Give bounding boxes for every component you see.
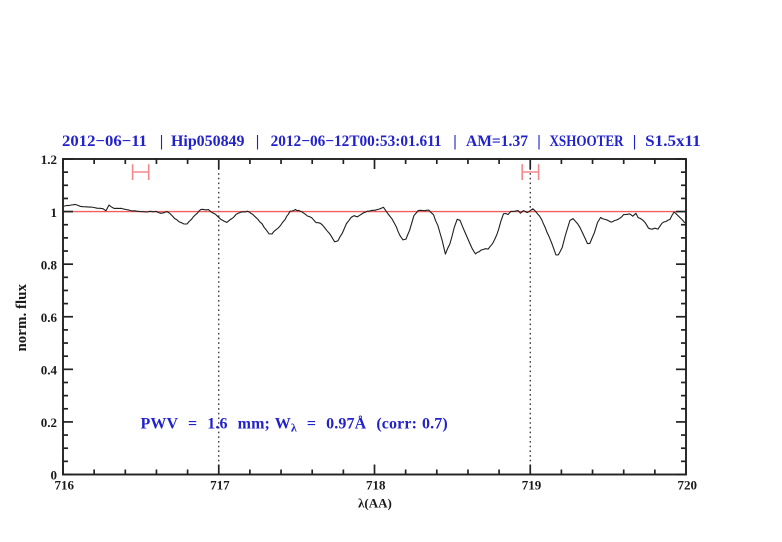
svg-text:0.6: 0.6 bbox=[41, 310, 58, 325]
svg-text:XSHOOTER: XSHOOTER bbox=[550, 133, 624, 150]
svg-text:720: 720 bbox=[677, 478, 697, 493]
svg-text:|: | bbox=[537, 133, 541, 150]
svg-text:718: 718 bbox=[366, 478, 386, 493]
svg-text:λ(AA): λ(AA) bbox=[358, 496, 392, 511]
svg-text:717: 717 bbox=[210, 478, 230, 493]
svg-text:2012−06−11: 2012−06−11 bbox=[62, 133, 147, 150]
svg-text:|: | bbox=[453, 133, 457, 150]
svg-text:PWV = 1.6 mm; Wλ = 0.97Å: PWV = 1.6 mm; Wλ = 0.97Å (corr: 0.7) bbox=[141, 415, 448, 435]
svg-text:AM=1.37: AM=1.37 bbox=[466, 133, 528, 150]
svg-text:0.2: 0.2 bbox=[41, 415, 57, 430]
svg-text:1.2: 1.2 bbox=[41, 152, 57, 167]
svg-text:norm. flux: norm. flux bbox=[14, 284, 30, 352]
svg-text:S1.5x11: S1.5x11 bbox=[645, 133, 701, 150]
svg-text:|: | bbox=[633, 133, 637, 150]
svg-text:716: 716 bbox=[54, 478, 74, 493]
svg-text:Hip050849: Hip050849 bbox=[171, 133, 245, 150]
svg-text:|: | bbox=[256, 133, 260, 150]
svg-text:2012−06−12T00:53:01.611: 2012−06−12T00:53:01.611 bbox=[271, 133, 442, 150]
svg-text:0.8: 0.8 bbox=[41, 257, 58, 272]
svg-text:719: 719 bbox=[522, 478, 542, 493]
svg-text:1: 1 bbox=[51, 205, 58, 220]
svg-text:|: | bbox=[160, 133, 164, 150]
svg-text:0: 0 bbox=[51, 468, 58, 483]
svg-text:0.4: 0.4 bbox=[41, 363, 58, 378]
